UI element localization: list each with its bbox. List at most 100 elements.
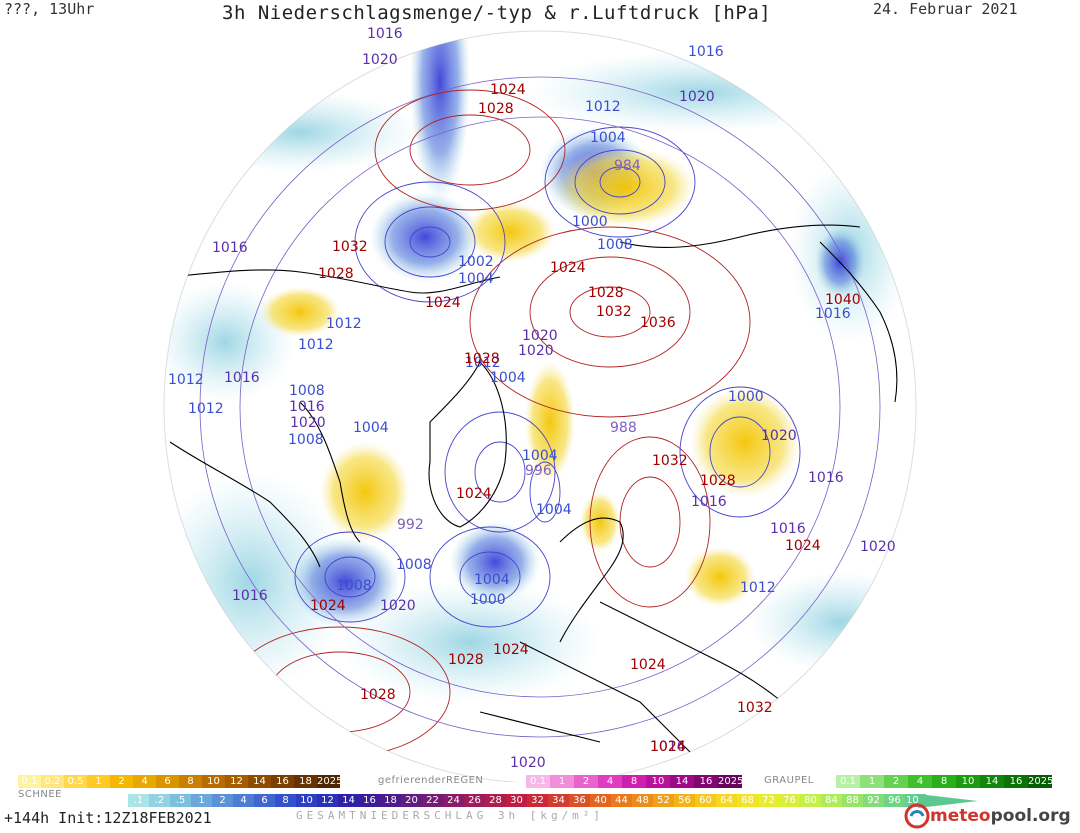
legend-graupel-label: GRAUPEL xyxy=(764,775,814,786)
isobar-label: 1020 xyxy=(362,52,398,68)
legend-swatch: 96 xyxy=(884,794,905,807)
isobar-label: 1024 xyxy=(785,538,821,554)
legend-swatch: 32 xyxy=(527,794,548,807)
isobar-label: 1012 xyxy=(465,355,501,371)
legend-swatch: 16 xyxy=(359,794,380,807)
isobar-label: 1016 xyxy=(808,470,844,486)
legend-swatch: 44 xyxy=(611,794,632,807)
isobar-label: 1020 xyxy=(761,428,797,444)
legend-swatch: 8 xyxy=(932,775,956,788)
legend-swatch: 34 xyxy=(548,794,569,807)
legend-swatch: 2 xyxy=(212,794,233,807)
isobar-label: 1012 xyxy=(298,337,334,353)
isobar-label: 1028 xyxy=(464,351,500,367)
isobar-label: 1028 xyxy=(478,101,514,117)
legend-swatch: 36 xyxy=(569,794,590,807)
run-info: +144h Init:12Z18FEB2021 xyxy=(4,809,212,827)
total-precip-label: GESAMTNIEDERSCHLAG 3h [kg/m²] xyxy=(296,809,605,822)
isobar-label: 1008 xyxy=(288,432,324,448)
legend-swatch: .5 xyxy=(170,794,191,807)
isobar-label: 1024 xyxy=(425,295,461,311)
legend-swatch: .2 xyxy=(149,794,170,807)
isobar-label: 1024 xyxy=(630,657,666,673)
legend-arrow-icon xyxy=(918,794,978,808)
isobar-label: 1008 xyxy=(396,557,432,573)
legend-swatch: 16 xyxy=(694,775,718,788)
isobar-label: 1028 xyxy=(700,473,736,489)
isobar-label: 1032 xyxy=(332,239,368,255)
legend-total-scale: .1.2.5 1 2 4 6 8 10 12 14 16 18 20 22 24 26 28 30 32 34 36 4… xyxy=(128,794,926,807)
isobar-label: 1028 xyxy=(318,266,354,282)
meteopool-logo[interactable]: meteo pool.org xyxy=(904,803,1071,829)
legend-swatch: 6 xyxy=(254,794,275,807)
isobar-label: 1012 xyxy=(168,372,204,388)
isobar-label: 1020 xyxy=(290,415,326,431)
legend-swatch: 0.1 xyxy=(526,775,550,788)
isobar-label: 1028 xyxy=(588,285,624,301)
legend-swatch: 40 xyxy=(590,794,611,807)
isobar-label: 1012 xyxy=(326,316,362,332)
legend-swatch: 10 xyxy=(202,775,225,788)
legend-swatch: 14 xyxy=(670,775,694,788)
legend-swatch: 24 xyxy=(443,794,464,807)
isobar-label: 1016 xyxy=(289,399,325,415)
legend-swatch: 80 xyxy=(800,794,821,807)
isobar-label: 1024 xyxy=(490,82,526,98)
legend-swatch: 18 xyxy=(294,775,317,788)
legend-swatch: 2 xyxy=(110,775,133,788)
isobar-label: 1000 xyxy=(470,592,506,608)
legend-swatch: 10 xyxy=(296,794,317,807)
legend-freezing-rain-label: gefrierenderREGEN xyxy=(378,775,484,786)
isobar-label: 1024 xyxy=(550,260,586,276)
isobar-label: 1004 xyxy=(458,271,494,287)
isobar-label: 1016 xyxy=(691,494,727,510)
legend-swatch: 10 xyxy=(956,775,980,788)
legend-swatch: 16 xyxy=(271,775,294,788)
isobar-label: 1020 xyxy=(522,328,558,344)
legend-swatch: 14 xyxy=(980,775,1004,788)
isobar-label: 1016 xyxy=(688,44,724,60)
legend-swatch: 1 xyxy=(191,794,212,807)
logo-text-part1: meteo xyxy=(930,806,991,826)
isobar-label: 1020 xyxy=(860,539,896,555)
legend-swatch: 88 xyxy=(842,794,863,807)
legend-swatch: 14 xyxy=(338,794,359,807)
isobar-label: 1016 xyxy=(650,739,686,755)
isobar-label: 1004 xyxy=(474,572,510,588)
legend-swatch: 1 xyxy=(87,775,110,788)
isobar-label: 1004 xyxy=(490,370,526,386)
legend-swatch: .1 xyxy=(128,794,149,807)
isobar-label: 1016 xyxy=(224,370,260,386)
isobar-label: 1016 xyxy=(770,521,806,537)
isobar-label: 996 xyxy=(525,463,552,479)
logo-text-part2: pool.org xyxy=(990,806,1071,826)
legend-swatch: 68 xyxy=(737,794,758,807)
legend-swatch: 76 xyxy=(779,794,800,807)
isobar-label: 1040 xyxy=(825,292,861,308)
isobar-label: 1012 xyxy=(188,401,224,417)
legend-swatch: 20 xyxy=(401,794,422,807)
isobar-label: 1016 xyxy=(212,240,248,256)
legend-swatch: 1 xyxy=(860,775,884,788)
legend-swatch: 2025+ xyxy=(718,775,742,788)
legend-swatch: 2025+ xyxy=(317,775,340,788)
legend-swatch: 4 xyxy=(908,775,932,788)
isobar-label: 1028 xyxy=(360,687,396,703)
legend-swatch: 1 xyxy=(550,775,574,788)
isobar-label: 1020 xyxy=(518,343,554,359)
isobar-label: 1012 xyxy=(740,580,776,596)
legend-swatch: 12 xyxy=(317,794,338,807)
isobar-label: 1000 xyxy=(572,214,608,230)
isobar-label: 1000 xyxy=(728,389,764,405)
legend-swatch: 4 xyxy=(598,775,622,788)
legend-swatch: 2025+ xyxy=(1028,775,1052,788)
isobar-label: 1024 xyxy=(650,739,686,755)
isobar-label: 1016 xyxy=(367,26,403,42)
legend-swatch: 8 xyxy=(275,794,296,807)
isobar-label: 1008 xyxy=(289,383,325,399)
isobar-label: 1028 xyxy=(448,652,484,668)
coastlines xyxy=(169,224,898,763)
